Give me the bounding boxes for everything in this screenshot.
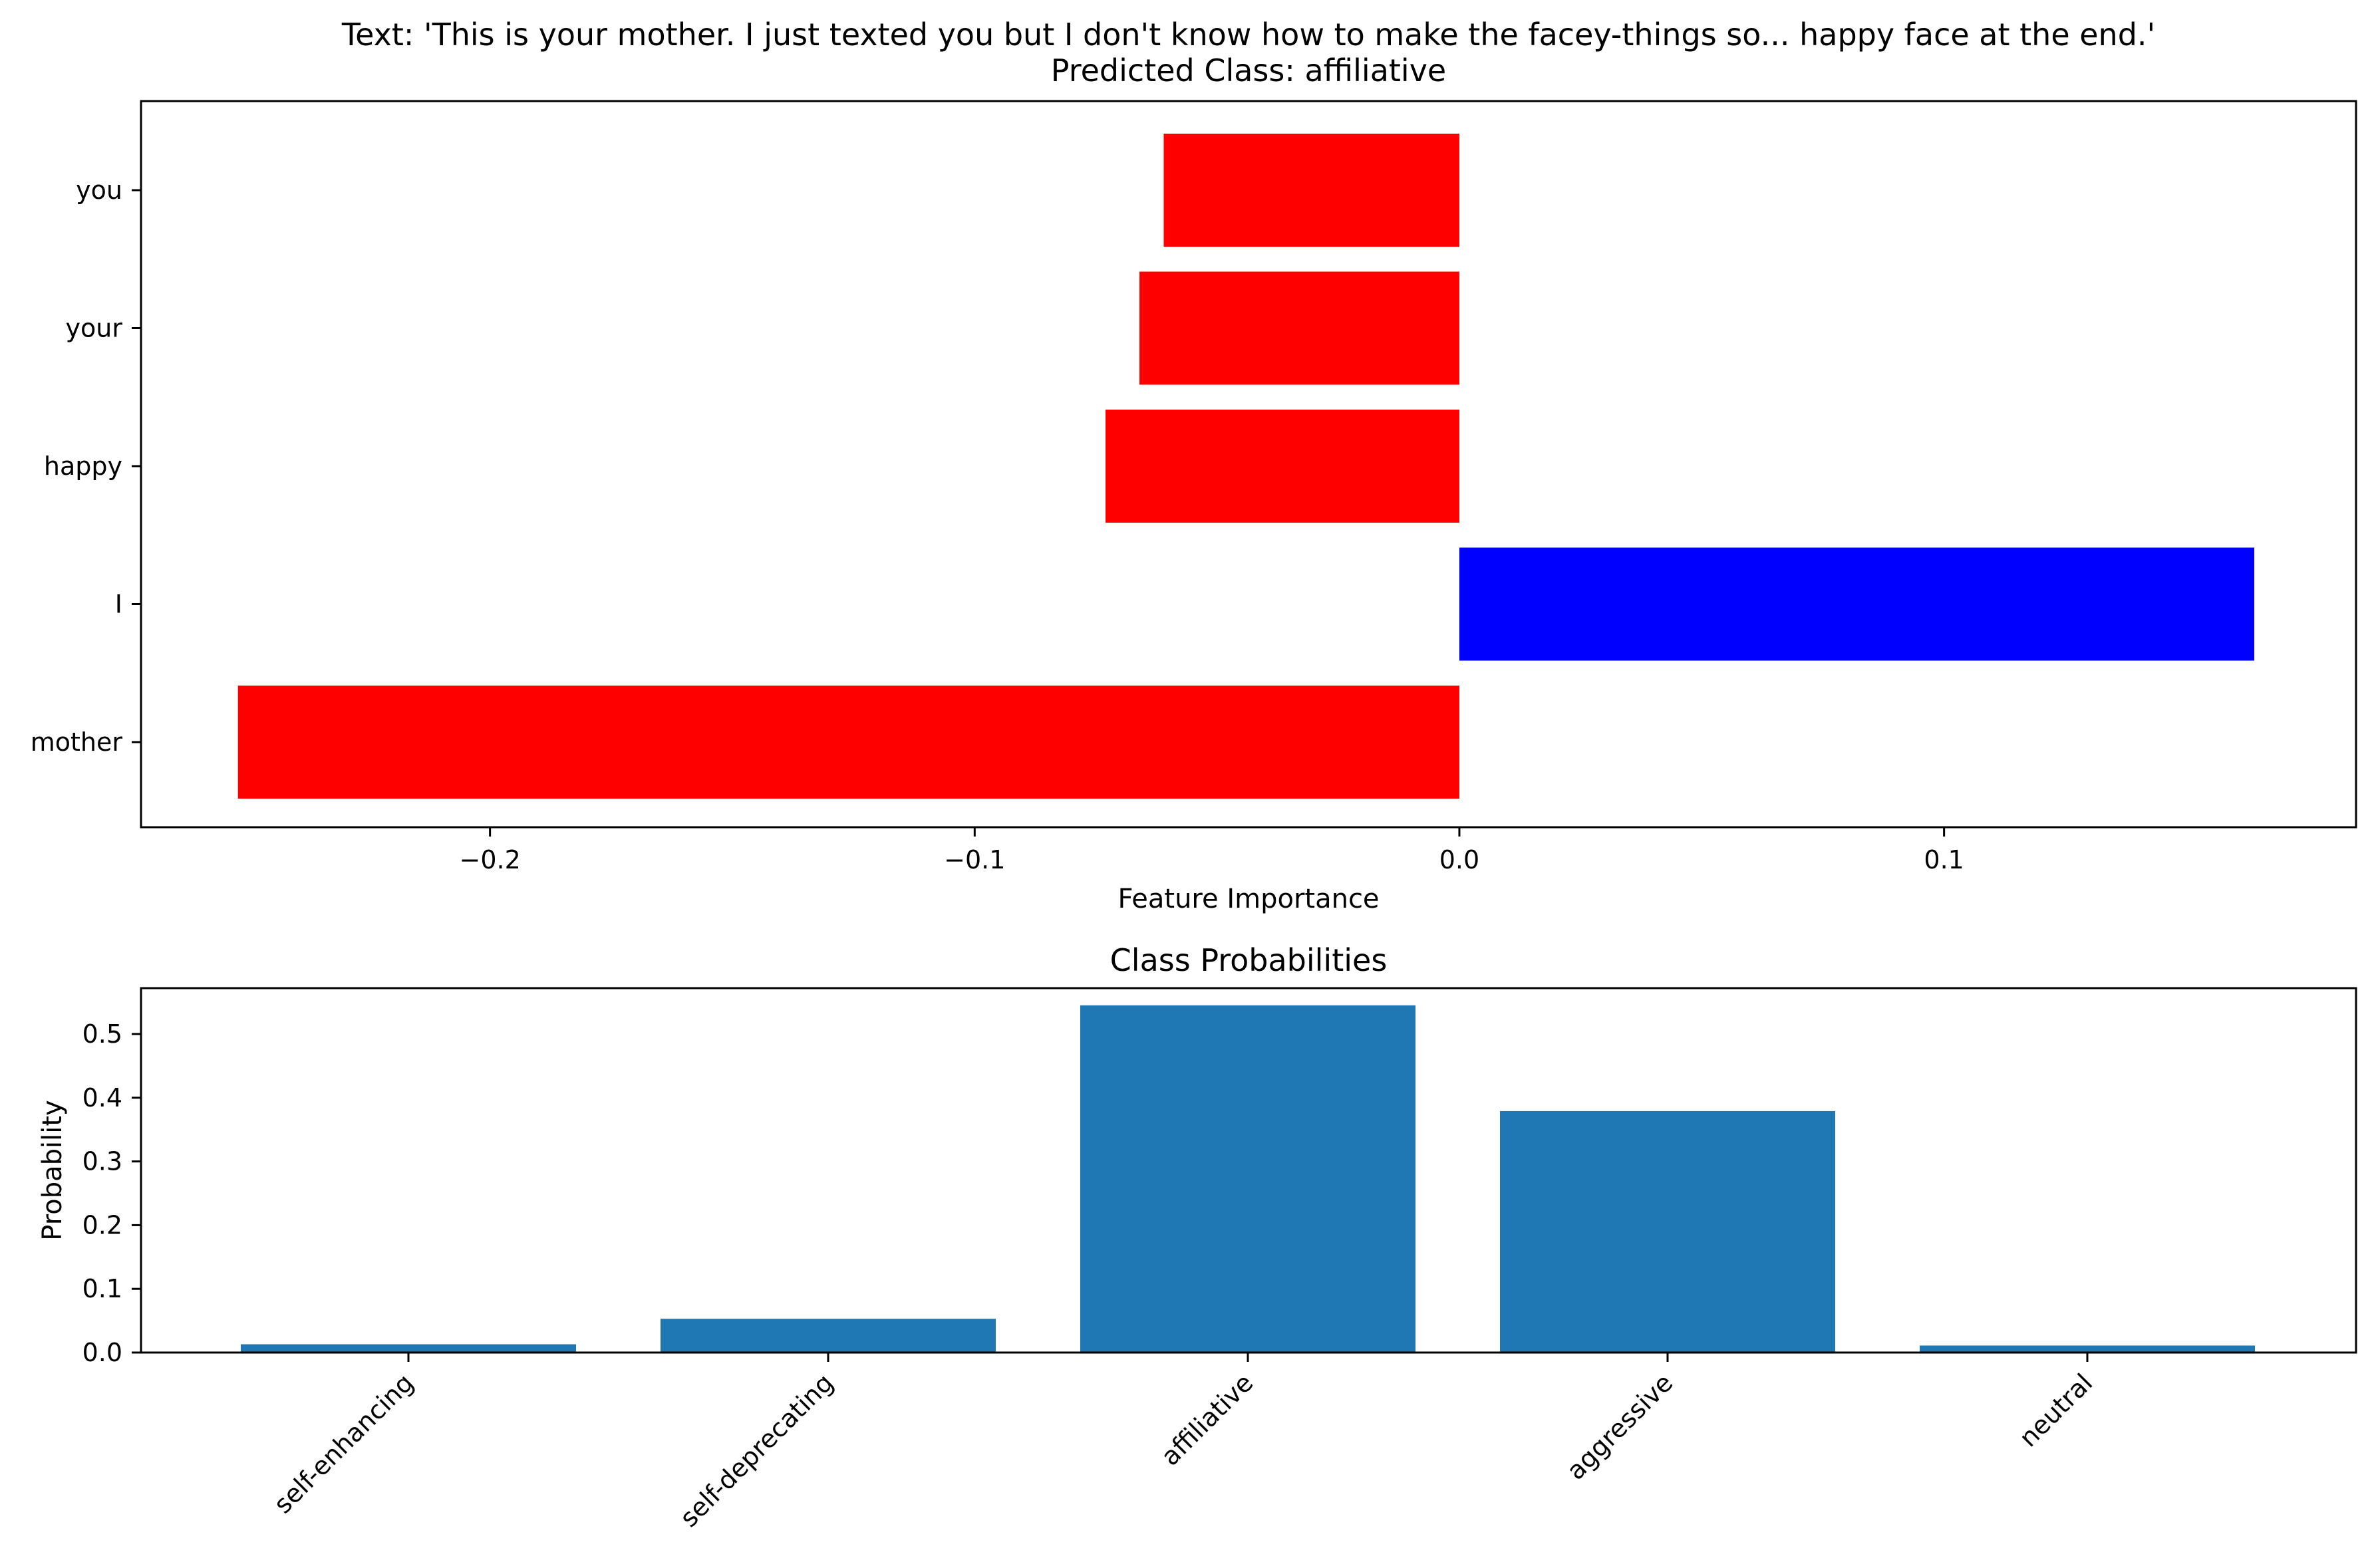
y-tick-label: your <box>66 314 123 343</box>
probability-bar-self-enhancing <box>241 1344 576 1353</box>
y-tick-label: 0.2 <box>82 1210 122 1240</box>
y-tick-label: you <box>76 176 122 205</box>
probability-chart-ylabel: Probability <box>37 1100 68 1240</box>
probability-bar-neutral <box>1920 1345 2255 1353</box>
feature-chart-xlabel: Feature Importance <box>1117 884 1379 914</box>
class-probabilities-chart: Class Probabilities 0.0 0.1 0.2 0.3 0.4 0.5 s… <box>37 942 2357 1533</box>
x-tick-label: self-enhancing <box>268 1368 419 1519</box>
y-tick-label: 0.5 <box>82 1019 122 1049</box>
x-tick-label: −0.2 <box>459 845 520 874</box>
x-tick-label: −0.1 <box>944 845 1005 874</box>
probability-bar-self-deprecating <box>661 1319 996 1353</box>
probability-bar-aggressive <box>1500 1111 1835 1353</box>
x-tick-label: 0.1 <box>1924 845 1964 874</box>
x-tick-label: affiliative <box>1155 1368 1259 1471</box>
x-tick-label: self-deprecating <box>674 1368 839 1533</box>
probability-chart-frame <box>140 987 2357 1354</box>
y-tick-label: 0.1 <box>82 1274 122 1303</box>
feature-chart-subtitle: Predicted Class: affiliative <box>1051 53 1446 88</box>
y-tick-label: 0.4 <box>82 1083 122 1112</box>
x-tick-label: aggressive <box>1561 1368 1679 1486</box>
y-tick-label: happy <box>44 452 122 481</box>
probability-chart-title: Class Probabilities <box>1110 942 1388 978</box>
importance-bar-happy <box>1106 410 1459 523</box>
x-tick-label: 0.0 <box>1439 845 1479 874</box>
feature-chart-title: Text: 'This is your mother. I just texte… <box>341 17 2155 53</box>
importance-bar-mother <box>237 686 1459 799</box>
y-tick-label: 0.0 <box>82 1338 122 1367</box>
feature-importance-chart: Text: 'This is your mother. I just texte… <box>31 17 2357 914</box>
importance-bar-your <box>1139 271 1459 385</box>
importance-bar-i <box>1459 547 2254 661</box>
y-tick-label: mother <box>31 727 123 757</box>
importance-bar-you <box>1163 134 1459 247</box>
y-tick-label: I <box>115 590 122 619</box>
probability-bar-affiliative <box>1080 1005 1415 1353</box>
feature-chart-frame <box>140 100 2357 829</box>
x-tick-label: neutral <box>2013 1368 2098 1452</box>
y-tick-label: 0.3 <box>82 1147 122 1176</box>
